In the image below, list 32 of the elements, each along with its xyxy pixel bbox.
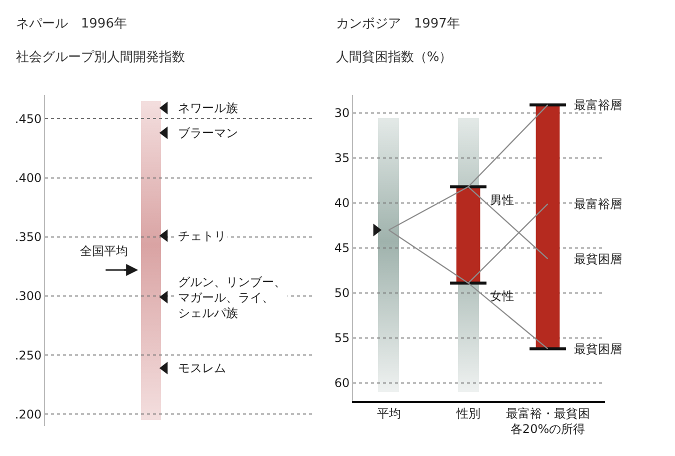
series-label: モスレム <box>178 361 226 375</box>
y-tick-label: .300 <box>14 289 42 304</box>
y-tick-label: 60 <box>334 376 350 390</box>
y-tick-label: .200 <box>14 407 42 422</box>
annotation: 最貧困層 <box>574 252 622 266</box>
annotation: 男性 <box>490 193 514 207</box>
y-tick-label: .450 <box>14 112 42 126</box>
y-tick-label: .250 <box>14 348 42 362</box>
annotation: 最富裕層 <box>574 98 622 112</box>
chart-title: ネパール 1996年 <box>16 16 127 32</box>
x-tick-label: 性別 <box>455 406 480 420</box>
x-tick-label: 平均 <box>376 406 401 420</box>
y-tick-label: 40 <box>334 196 350 210</box>
x-tick-label: 最富裕・最貧困各20%の所得 <box>506 406 590 436</box>
annotation: 最貧困層 <box>574 342 622 356</box>
series-label: ネワール族 <box>178 101 238 115</box>
chart-subtitle: 人間貧困指数（%） <box>336 50 452 66</box>
y-tick-label: 50 <box>334 286 350 300</box>
series-label: グルン、リンブー、マガール、ライ、シェルパ族 <box>178 275 286 320</box>
annotation: 女性 <box>490 289 514 303</box>
y-tick-label: 45 <box>334 241 350 256</box>
y-tick-label: .400 <box>14 170 42 185</box>
series-label: ブラーマン <box>178 126 238 140</box>
chart-title: カンボジア 1997年 <box>336 16 460 32</box>
y-tick-label: 30 <box>334 106 350 120</box>
y-tick-label: .350 <box>14 230 42 244</box>
ref-line-label: 全国平均 <box>80 244 128 258</box>
chart-subtitle: 社会グループ別人間開発指数 <box>16 50 185 66</box>
y-tick-label: 55 <box>334 331 350 346</box>
y-tick-label: 35 <box>334 151 350 166</box>
series-label: チェトリ <box>178 229 226 243</box>
annotation: 最富裕層 <box>574 197 622 211</box>
